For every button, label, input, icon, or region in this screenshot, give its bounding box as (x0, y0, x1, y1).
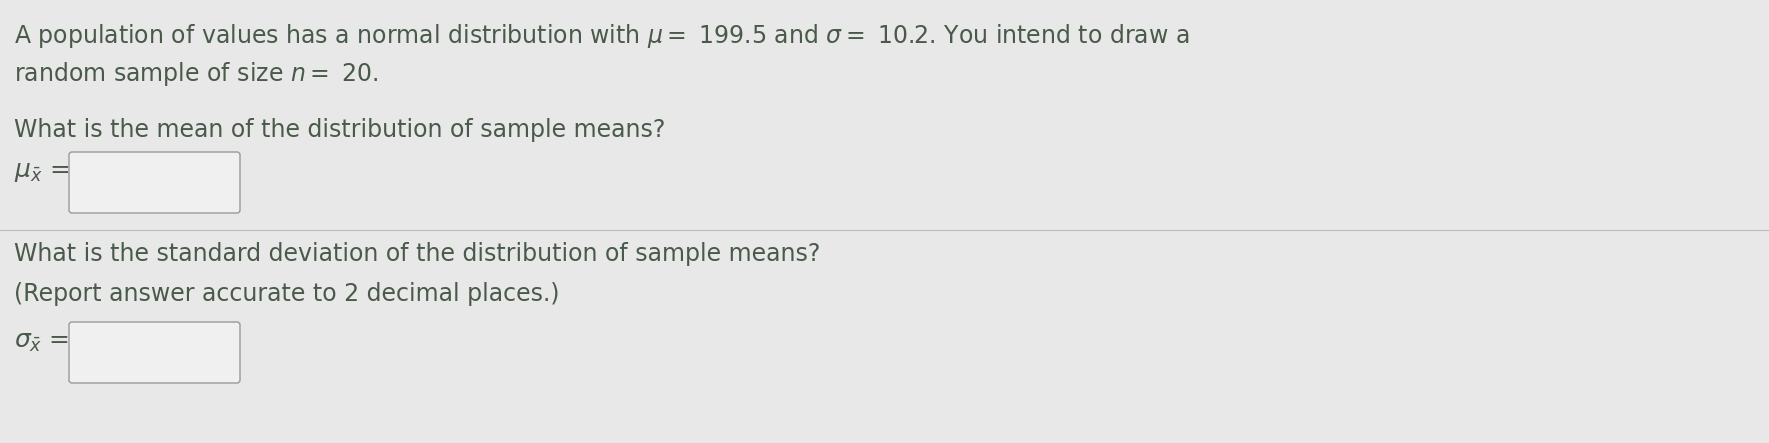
FancyBboxPatch shape (69, 152, 241, 213)
Text: What is the standard deviation of the distribution of sample means?: What is the standard deviation of the di… (14, 242, 821, 266)
Text: A population of values has a normal distribution with $\mu =$ 199.5 and $\sigma : A population of values has a normal dist… (14, 22, 1189, 50)
Text: What is the mean of the distribution of sample means?: What is the mean of the distribution of … (14, 118, 665, 142)
Text: $\mu_{\bar{x}}$ =: $\mu_{\bar{x}}$ = (14, 160, 69, 184)
Text: (Report answer accurate to 2 decimal places.): (Report answer accurate to 2 decimal pla… (14, 282, 559, 306)
FancyBboxPatch shape (69, 322, 241, 383)
Text: $\sigma_{\bar{x}}$ =: $\sigma_{\bar{x}}$ = (14, 330, 69, 354)
Text: random sample of size $n =$ 20.: random sample of size $n =$ 20. (14, 60, 379, 88)
